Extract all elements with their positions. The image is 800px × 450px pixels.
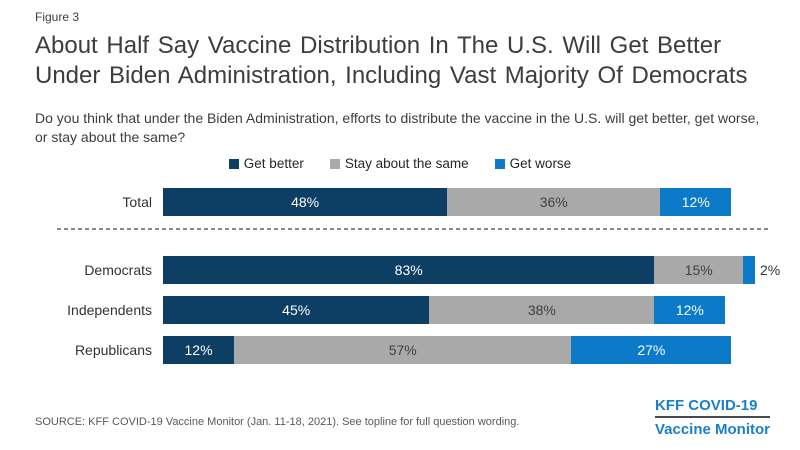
- legend-label: Stay about the same: [344, 156, 469, 171]
- segment-democrats-get-worse: 2%: [743, 256, 780, 284]
- row-label-total: Total: [122, 194, 152, 210]
- figure-label: Figure 3: [35, 10, 80, 24]
- segment-value: 15%: [684, 262, 713, 278]
- segment-democrats-get-better: 83%: [163, 256, 655, 284]
- segment-value: 12%: [184, 342, 213, 358]
- legend: Get better Stay about the same Get worse: [0, 156, 800, 171]
- bar-row-total: Total 48% 36% 12%: [35, 188, 755, 216]
- segment-republicans-get-better: 12%: [163, 336, 235, 364]
- chart-title: About Half Say Vaccine Distribution In T…: [35, 32, 748, 89]
- source-note: SOURCE: KFF COVID-19 Vaccine Monitor (Ja…: [35, 416, 520, 428]
- segment-value: 57%: [388, 342, 417, 358]
- stacked-bar-total: 48% 36% 12%: [163, 188, 755, 216]
- legend-swatch-stay-about-the-same: [329, 158, 340, 169]
- stacked-bar-chart: Total 48% 36% 12% Democrats 83% 15% 2% Independe…: [35, 188, 780, 376]
- stacked-bar-republicans: 12% 57% 27%: [163, 336, 755, 364]
- bar-row-democrats: Democrats 83% 15% 2%: [35, 256, 780, 284]
- dashed-divider: [57, 228, 770, 230]
- segment-republicans-get-worse: 27%: [571, 336, 732, 364]
- legend-label: Get worse: [509, 156, 572, 171]
- segment-independents-get-better: 45%: [163, 296, 430, 324]
- legend-swatch-get-worse: [494, 158, 505, 169]
- segment-value: 2%: [759, 262, 781, 278]
- legend-swatch-get-better: [228, 158, 239, 169]
- segment-total-stay-about-the-same: 36%: [447, 188, 661, 216]
- stacked-bar-independents: 45% 38% 12%: [163, 296, 755, 324]
- segment-value: 12%: [675, 302, 704, 318]
- legend-item-stay-about-the-same: Stay about the same: [329, 156, 469, 171]
- segment-total-get-better: 48%: [163, 188, 448, 216]
- question-text: Do you think that under the Biden Admini…: [35, 110, 760, 145]
- segment-value: 12%: [681, 194, 710, 210]
- logo-line-1: KFF COVID-19: [654, 397, 770, 418]
- segment-value: 48%: [291, 194, 320, 210]
- bar-row-republicans: Republicans 12% 57% 27%: [35, 336, 755, 364]
- segment-independents-get-worse: 12%: [654, 296, 726, 324]
- segment-independents-stay-about-the-same: 38%: [429, 296, 655, 324]
- logo-line-2: Vaccine Monitor: [654, 421, 770, 438]
- segment-total-get-worse: 12%: [660, 188, 732, 216]
- stacked-bar-democrats: 83% 15% 2%: [163, 256, 780, 284]
- segment-value: 38%: [527, 302, 556, 318]
- segment-republicans-stay-about-the-same: 57%: [234, 336, 572, 364]
- segment-value: 83%: [394, 262, 423, 278]
- legend-label: Get better: [243, 156, 304, 171]
- segment-value: 27%: [637, 342, 666, 358]
- bar-row-independents: Independents 45% 38% 12%: [35, 296, 755, 324]
- segment-value: 45%: [282, 302, 311, 318]
- segment-democrats-stay-about-the-same: 15%: [654, 256, 744, 284]
- legend-item-get-better: Get better: [228, 156, 304, 171]
- kff-logo: KFF COVID-19 Vaccine Monitor: [654, 397, 770, 438]
- segment-value: 36%: [539, 194, 568, 210]
- row-label-republicans: Republicans: [74, 342, 152, 358]
- row-label-independents: Independents: [67, 302, 152, 318]
- legend-item-get-worse: Get worse: [494, 156, 572, 171]
- row-label-democrats: Democrats: [84, 262, 152, 278]
